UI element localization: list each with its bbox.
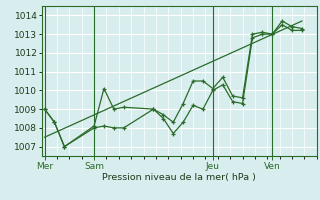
X-axis label: Pression niveau de la mer( hPa ): Pression niveau de la mer( hPa ) <box>102 173 256 182</box>
